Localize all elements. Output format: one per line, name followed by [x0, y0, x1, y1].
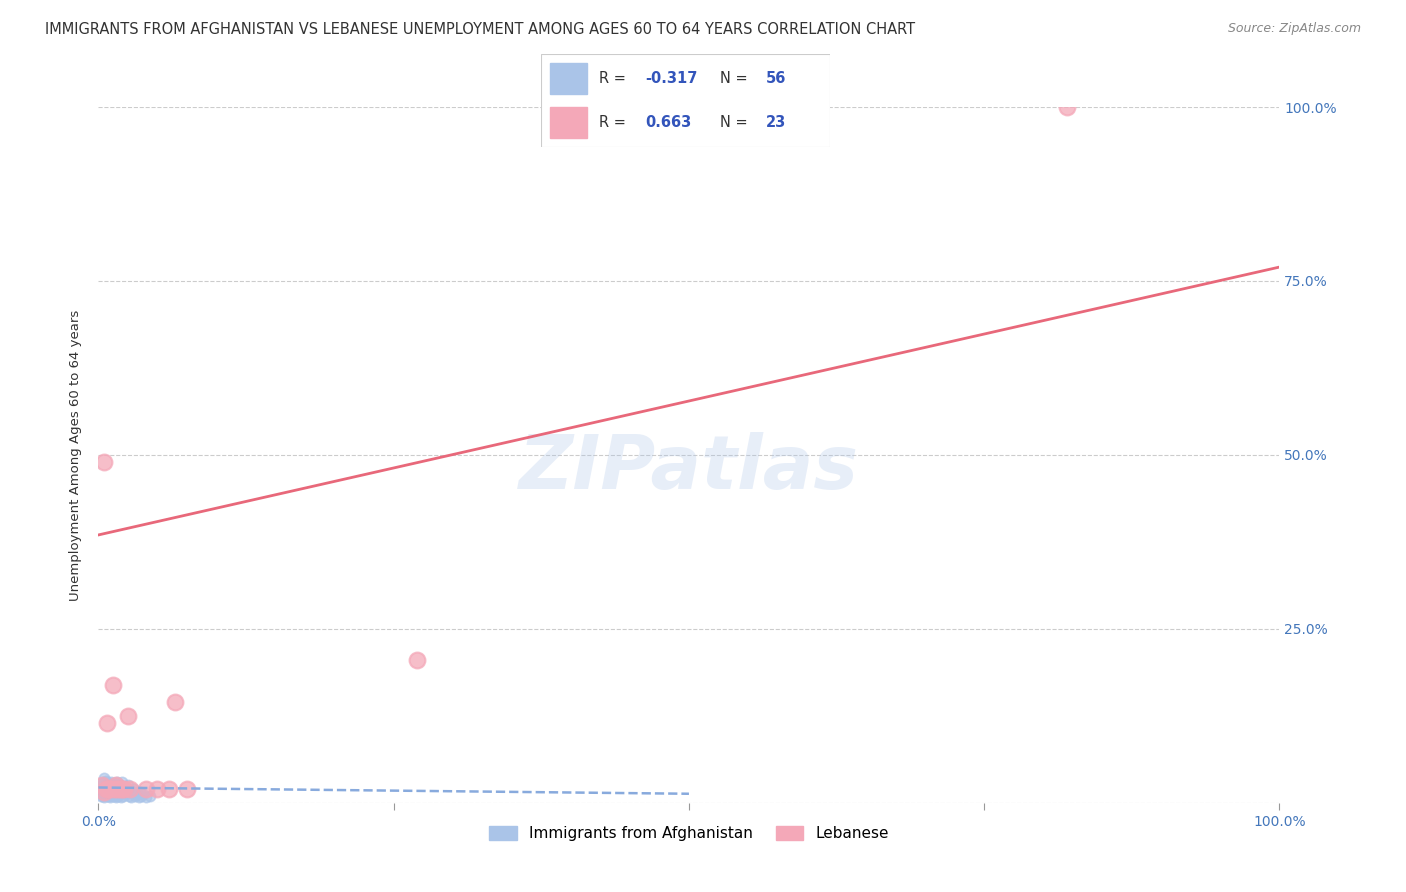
Point	[125, 785, 148, 799]
Point	[135, 790, 157, 805]
Point	[105, 778, 128, 793]
Point	[94, 788, 117, 802]
Text: N =: N =	[720, 70, 752, 86]
Point	[127, 788, 149, 802]
Point	[91, 778, 114, 793]
Point	[91, 778, 114, 793]
Point	[96, 789, 118, 803]
Point	[105, 788, 128, 802]
Point	[139, 789, 162, 803]
Point	[103, 785, 125, 799]
Point	[1056, 100, 1078, 114]
Point	[129, 789, 152, 803]
Y-axis label: Unemployment Among Ages 60 to 64 years: Unemployment Among Ages 60 to 64 years	[69, 310, 83, 600]
Point	[176, 781, 198, 796]
Point	[104, 780, 127, 795]
Point	[111, 783, 134, 797]
Point	[115, 785, 138, 799]
Point	[121, 785, 143, 799]
Point	[103, 776, 125, 790]
Text: R =: R =	[599, 115, 630, 130]
Point	[97, 781, 120, 796]
Text: 0.663: 0.663	[645, 115, 692, 130]
Point	[118, 789, 141, 803]
Point	[112, 789, 135, 803]
FancyBboxPatch shape	[550, 107, 588, 138]
Text: ZIPatlas: ZIPatlas	[519, 433, 859, 506]
Point	[105, 790, 128, 805]
Point	[97, 776, 120, 790]
Point	[105, 775, 128, 789]
Point	[100, 788, 122, 802]
Point	[90, 789, 112, 803]
Point	[165, 695, 187, 709]
Point	[94, 780, 117, 795]
Point	[101, 778, 124, 793]
Text: 23: 23	[766, 115, 786, 130]
Point	[93, 790, 115, 805]
Point	[107, 789, 129, 803]
Point	[100, 775, 122, 789]
Text: Source: ZipAtlas.com: Source: ZipAtlas.com	[1227, 22, 1361, 36]
Point	[128, 790, 150, 805]
Point	[98, 790, 121, 805]
Point	[157, 781, 180, 796]
Point	[93, 785, 115, 799]
Point	[112, 781, 135, 796]
FancyBboxPatch shape	[550, 63, 588, 94]
Point	[132, 788, 155, 802]
Point	[117, 708, 139, 723]
Point	[101, 789, 124, 803]
Text: 56: 56	[766, 70, 786, 86]
Text: N =: N =	[720, 115, 752, 130]
Point	[108, 785, 131, 799]
Point	[146, 781, 169, 796]
Point	[406, 653, 429, 667]
Point	[124, 789, 146, 803]
Point	[98, 781, 121, 796]
Text: R =: R =	[599, 70, 630, 86]
Point	[91, 775, 114, 789]
Point	[103, 781, 125, 796]
Point	[108, 781, 131, 796]
Point	[105, 781, 128, 796]
Point	[128, 785, 150, 799]
Point	[93, 781, 115, 796]
Point	[96, 715, 118, 730]
Point	[114, 788, 136, 802]
Point	[98, 780, 121, 795]
Text: IMMIGRANTS FROM AFGHANISTAN VS LEBANESE UNEMPLOYMENT AMONG AGES 60 TO 64 YEARS C: IMMIGRANTS FROM AFGHANISTAN VS LEBANESE …	[45, 22, 915, 37]
Text: -0.317: -0.317	[645, 70, 697, 86]
Point	[98, 781, 121, 796]
Point	[111, 775, 134, 789]
Point	[97, 785, 120, 799]
Point	[111, 781, 134, 796]
Point	[108, 778, 131, 793]
Point	[110, 790, 132, 805]
Point	[122, 781, 145, 796]
Point	[93, 455, 115, 469]
Point	[120, 781, 142, 796]
Point	[112, 780, 135, 795]
Point	[117, 778, 139, 793]
Point	[94, 781, 117, 796]
FancyBboxPatch shape	[541, 54, 830, 147]
Point	[94, 773, 117, 788]
Point	[104, 789, 127, 803]
Point	[91, 789, 114, 803]
Point	[135, 781, 157, 796]
Point	[98, 789, 121, 803]
Point	[93, 772, 115, 786]
Point	[121, 790, 143, 805]
Legend: Immigrants from Afghanistan, Lebanese: Immigrants from Afghanistan, Lebanese	[482, 820, 896, 847]
Point	[96, 778, 118, 793]
Point	[91, 785, 114, 799]
Point	[120, 783, 142, 797]
Point	[105, 781, 128, 796]
Point	[101, 677, 124, 691]
